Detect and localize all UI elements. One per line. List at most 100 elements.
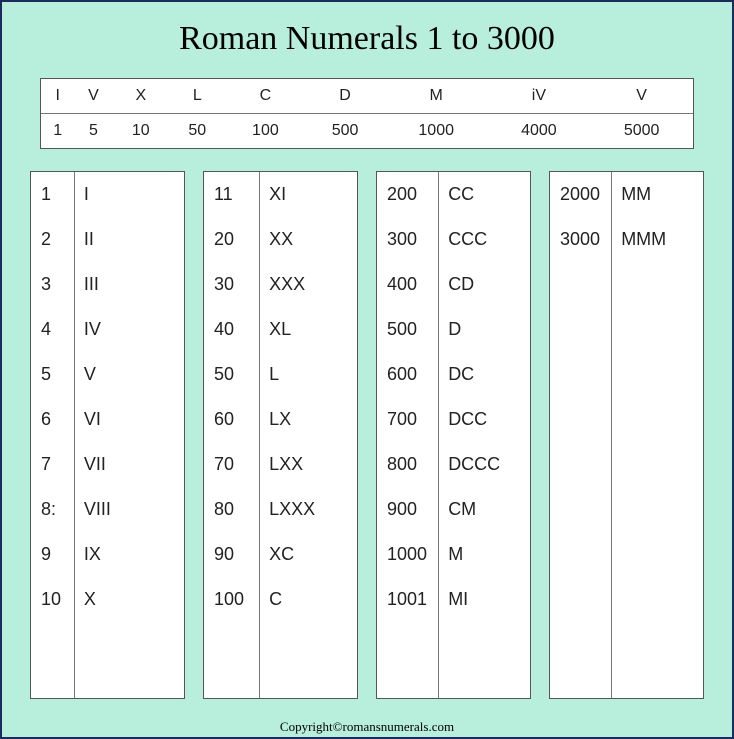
table-row: 1000M — [377, 532, 530, 577]
arabic-number: 80 — [204, 487, 259, 532]
legend-table: I V X L C D M iV V 1 5 10 50 100 500 100… — [40, 78, 694, 149]
arabic-number: 400 — [377, 262, 438, 307]
column-divider — [259, 172, 260, 698]
roman-numeral: DCC — [438, 397, 530, 442]
roman-numeral: D — [438, 307, 530, 352]
roman-numeral: LXXX — [259, 487, 357, 532]
legend-symbol: C — [226, 79, 306, 114]
roman-numeral: X — [74, 577, 184, 622]
arabic-number: 1 — [31, 172, 74, 217]
roman-numeral: III — [74, 262, 184, 307]
table-row: 200CC — [377, 172, 530, 217]
table-row: 9IX — [31, 532, 184, 577]
table-row: 11XI — [204, 172, 357, 217]
legend-value: 500 — [305, 114, 385, 149]
arabic-number: 3 — [31, 262, 74, 307]
arabic-number: 800 — [377, 442, 438, 487]
legend-symbol: L — [169, 79, 226, 114]
arabic-number: 6 — [31, 397, 74, 442]
table-row: 2II — [31, 217, 184, 262]
roman-numeral: XXX — [259, 262, 357, 307]
chart-frame: Roman Numerals 1 to 3000 I V X L C D M i… — [0, 0, 734, 739]
numeral-column: 200CC300CCC400CD500D600DC700DCC800DCCC90… — [376, 171, 531, 699]
roman-numeral: IV — [74, 307, 184, 352]
arabic-number: 70 — [204, 442, 259, 487]
legend-values-row: 1 5 10 50 100 500 1000 4000 5000 — [41, 114, 693, 149]
legend-symbol: M — [385, 79, 488, 114]
roman-numeral: CCC — [438, 217, 530, 262]
table-row: 900CM — [377, 487, 530, 532]
numeral-column: 2000MM3000MMM — [549, 171, 704, 699]
table-row: 6VI — [31, 397, 184, 442]
arabic-number: 600 — [377, 352, 438, 397]
roman-numeral: M — [438, 532, 530, 577]
legend-symbol: iV — [488, 79, 591, 114]
table-row: 2000MM — [550, 172, 703, 217]
roman-numeral: MMM — [611, 217, 703, 262]
roman-numeral: L — [259, 352, 357, 397]
roman-numeral: DC — [438, 352, 530, 397]
arabic-number: 2 — [31, 217, 74, 262]
legend-value: 1 — [41, 114, 74, 149]
arabic-number: 40 — [204, 307, 259, 352]
table-row: 700DCC — [377, 397, 530, 442]
numeral-column: 11XI20XX30XXX40XL50L60LX70LXX80LXXX90XC1… — [203, 171, 358, 699]
table-row: 300CCC — [377, 217, 530, 262]
arabic-number: 8: — [31, 487, 74, 532]
table-row: 3III — [31, 262, 184, 307]
roman-numeral: VIII — [74, 487, 184, 532]
roman-numeral: DCCC — [438, 442, 530, 487]
arabic-number: 500 — [377, 307, 438, 352]
arabic-number: 900 — [377, 487, 438, 532]
roman-numeral: LXX — [259, 442, 357, 487]
roman-numeral: I — [74, 172, 184, 217]
roman-numeral: IX — [74, 532, 184, 577]
table-row: 30XXX — [204, 262, 357, 307]
table-row: 1001MI — [377, 577, 530, 622]
column-divider — [611, 172, 612, 698]
table-row: 50L — [204, 352, 357, 397]
arabic-number: 9 — [31, 532, 74, 577]
roman-numeral: VII — [74, 442, 184, 487]
legend-symbol: V — [590, 79, 693, 114]
legend-symbol: X — [113, 79, 170, 114]
table-row: 3000MMM — [550, 217, 703, 262]
roman-numeral: XX — [259, 217, 357, 262]
roman-numeral: MM — [611, 172, 703, 217]
legend-symbol: I — [41, 79, 74, 114]
legend-value: 10 — [113, 114, 170, 149]
legend-value: 100 — [226, 114, 306, 149]
arabic-number: 30 — [204, 262, 259, 307]
arabic-number: 4 — [31, 307, 74, 352]
arabic-number: 3000 — [550, 217, 611, 262]
table-row: 70LXX — [204, 442, 357, 487]
legend-value: 5 — [74, 114, 112, 149]
table-row: 600DC — [377, 352, 530, 397]
arabic-number: 50 — [204, 352, 259, 397]
table-row: 80LXXX — [204, 487, 357, 532]
arabic-number: 7 — [31, 442, 74, 487]
arabic-number: 200 — [377, 172, 438, 217]
table-row: 400CD — [377, 262, 530, 307]
roman-numeral: MI — [438, 577, 530, 622]
legend-value: 50 — [169, 114, 226, 149]
table-row: 800DCCC — [377, 442, 530, 487]
roman-numeral: CD — [438, 262, 530, 307]
arabic-number: 90 — [204, 532, 259, 577]
table-row: 5V — [31, 352, 184, 397]
table-row: 4IV — [31, 307, 184, 352]
arabic-number: 1001 — [377, 577, 438, 622]
arabic-number: 700 — [377, 397, 438, 442]
columns-container: 1I2II3III4IV5V6VI7VII8:VIII9IX10X11XI20X… — [30, 171, 704, 699]
arabic-number: 2000 — [550, 172, 611, 217]
table-row: 90XC — [204, 532, 357, 577]
roman-numeral: CM — [438, 487, 530, 532]
arabic-number: 5 — [31, 352, 74, 397]
legend-value: 4000 — [488, 114, 591, 149]
roman-numeral: XC — [259, 532, 357, 577]
table-row: 20XX — [204, 217, 357, 262]
roman-numeral: XL — [259, 307, 357, 352]
table-row: 100C — [204, 577, 357, 622]
numeral-column: 1I2II3III4IV5V6VI7VII8:VIII9IX10X — [30, 171, 185, 699]
table-row: 60LX — [204, 397, 357, 442]
